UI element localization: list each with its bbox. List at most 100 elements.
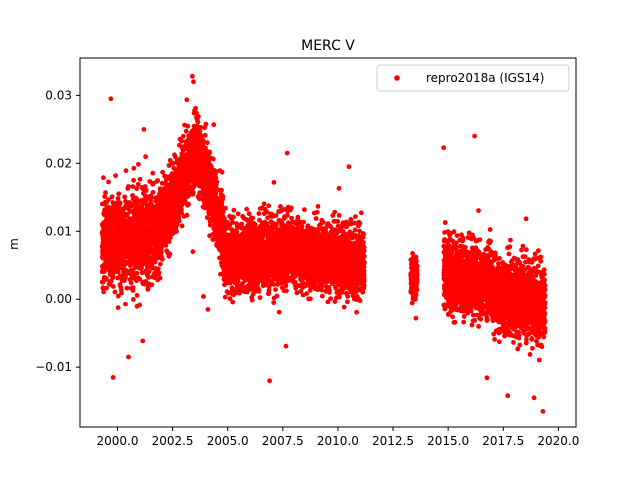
data-point [163,180,168,186]
data-point [128,268,134,273]
data-point [207,233,213,239]
data-point [261,243,267,249]
data-point [252,286,257,291]
data-point [178,156,183,162]
data-point [100,229,105,235]
data-point [143,245,149,251]
data-point [149,282,155,288]
data-point [160,169,166,175]
data-point [271,300,277,305]
data-point [106,225,112,231]
data-point [190,162,196,168]
data-point [135,255,140,261]
data-point [237,274,243,279]
data-point [160,256,165,262]
data-point [195,144,201,150]
data-point [192,107,198,113]
data-point [234,269,240,275]
data-point [181,144,187,150]
data-point [102,233,107,239]
data-point [195,119,201,125]
data-point [209,185,215,191]
data-point [245,250,251,255]
data-point [253,252,259,258]
data-point [229,263,235,268]
data-point [166,253,172,259]
data-point [185,180,190,186]
chart-title: MERC V [301,38,355,54]
data-point [140,186,146,192]
data-point [250,291,256,297]
data-point [134,186,140,191]
data-point [194,173,200,179]
data-point [273,259,279,264]
data-point [185,123,191,129]
data-point [249,278,255,284]
data-point [266,203,272,209]
data-point [150,170,156,176]
data-point [106,179,111,185]
data-point [264,277,270,282]
data-point [163,242,169,248]
data-point [130,193,135,198]
data-point [284,273,289,278]
data-point [147,246,153,251]
data-point [212,214,218,220]
data-point [204,180,210,186]
data-point [108,236,113,242]
data-point [180,191,186,197]
data-point [145,241,150,247]
data-point [222,216,227,221]
data-point [210,199,216,205]
data-point [146,270,151,275]
data-point [171,230,177,235]
data-point [121,231,126,237]
data-point [203,168,209,174]
data-point [169,214,175,219]
data-point [244,206,250,212]
y-axis-label: m [7,238,21,250]
data-point [236,225,242,230]
data-point [225,247,231,253]
data-point [150,189,156,195]
data-point [202,132,208,138]
data-point [267,254,273,260]
data-point [120,221,125,227]
data-point [155,277,161,283]
data-point [104,285,109,291]
data-point [181,214,187,219]
data-point [198,182,204,188]
data-point [120,258,125,264]
data-point [247,283,253,289]
data-point [177,142,182,148]
data-point [229,285,235,291]
data-point [130,285,136,291]
data-point [138,227,143,233]
data-point [238,255,244,261]
data-point [263,260,268,266]
data-point [110,275,115,281]
data-point [245,255,251,260]
data-point [254,245,260,250]
data-point [279,221,285,227]
data-point [213,191,219,197]
data-point [264,209,270,215]
data-point [196,152,202,158]
data-point [125,225,131,231]
data-point [147,225,153,231]
data-point [158,261,163,267]
data-point [152,258,158,264]
data-point [138,266,144,272]
data-point [115,226,121,232]
data-point [132,233,138,239]
data-point [135,214,141,220]
data-point [199,175,205,181]
data-point [160,210,166,216]
data-point [222,234,228,239]
data-point [205,192,210,197]
data-point [176,187,182,193]
data-point [217,218,223,224]
data-point [260,279,266,285]
data-point [197,161,203,167]
data-point [124,285,130,291]
